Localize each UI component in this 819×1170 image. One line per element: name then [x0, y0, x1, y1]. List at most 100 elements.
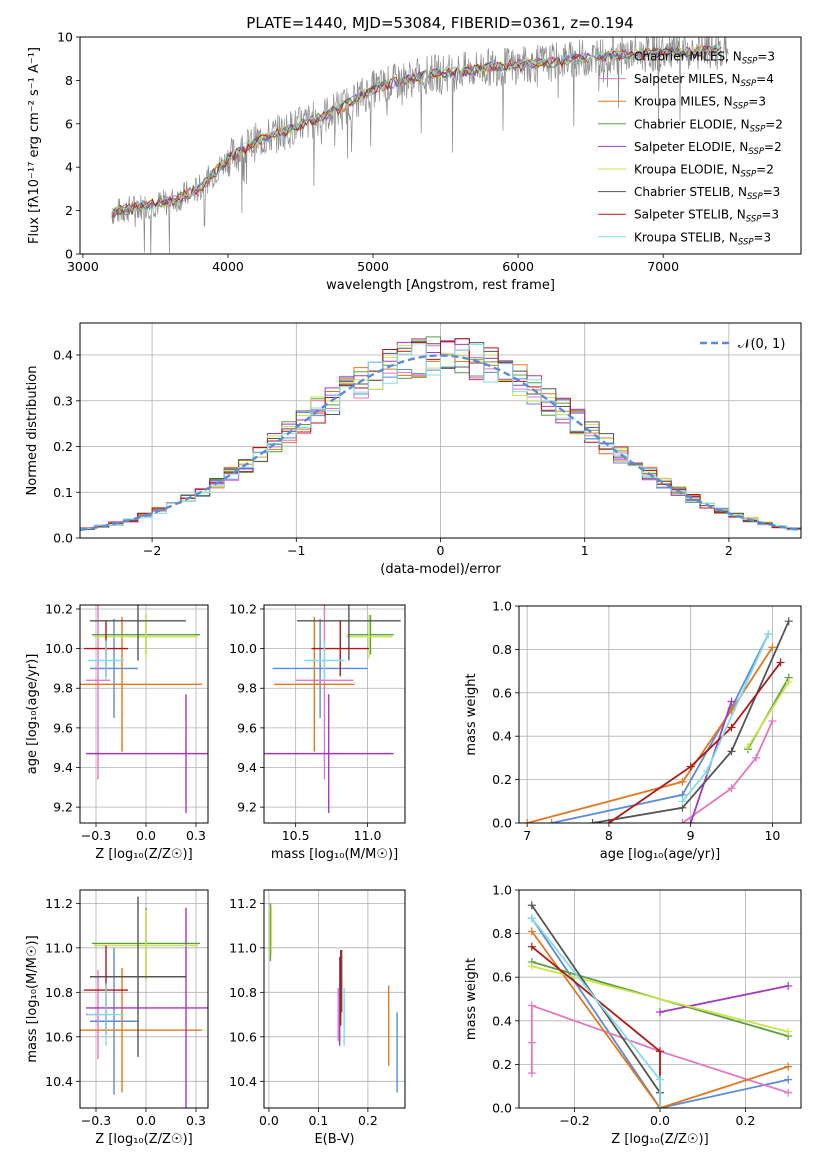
series-salpeter-stelib [604, 658, 785, 823]
x-tick-label: 1 [581, 543, 589, 558]
y-tick-label: 0.2 [53, 439, 73, 454]
x-tick-label: −0.2 [559, 1113, 589, 1128]
y-tick-label: 0.8 [492, 642, 512, 657]
point-marker [784, 677, 793, 686]
y-tick-label: 6 [65, 116, 73, 131]
point-marker [784, 1027, 793, 1036]
point-marker [727, 723, 736, 732]
errorbar-chabrier-miles [272, 618, 368, 718]
x-tick-label: 10.5 [282, 828, 310, 843]
y-tick-label: 10.2 [45, 601, 73, 616]
point-marker [784, 1075, 793, 1084]
x-tick-label: 7 [523, 828, 531, 843]
point-marker [727, 697, 736, 706]
point-marker [784, 1062, 793, 1071]
point-marker [686, 762, 695, 771]
point-marker [727, 747, 736, 756]
legend-label: Chabrier ELODIE, NSSP=2 [634, 117, 783, 134]
y-tick-label: 9.8 [237, 681, 257, 696]
errorbar-salpeter-stelib [311, 620, 370, 677]
series-line [592, 620, 790, 823]
x-axis-label: age [log₁₀(age/yr)] [600, 847, 721, 862]
legend-label: 𝒩(0, 1) [738, 337, 785, 352]
series-kroupa-elodie [527, 962, 793, 1036]
x-tick-label: 0 [437, 543, 445, 558]
x-tick-label: 5000 [357, 259, 389, 274]
point-marker [527, 942, 536, 951]
legend-label: Chabrier STELIB, NSSP=3 [634, 185, 780, 202]
x-tick-label: 0.0 [259, 1113, 279, 1128]
legend-label: Kroupa ELODIE, NSSP=2 [634, 163, 774, 180]
y-tick-label: 10.4 [229, 1074, 257, 1089]
point-marker [768, 643, 777, 652]
errorbar-chabrier-stelib [297, 605, 401, 661]
plot-area [111, 37, 729, 254]
y-tick-label: 1.0 [492, 599, 512, 614]
panel-massweight_vs_Z: −0.2 0.0 0.2 0.0 0.2 0.4 0.6 0.8 1.0 Z [log₁₀(Z/Z… [464, 883, 802, 1147]
plot-area [523, 617, 793, 823]
x-tick-label: 0.0 [136, 828, 156, 843]
point-marker [784, 617, 793, 626]
y-tick-label: 11.0 [229, 940, 257, 955]
point-marker [678, 777, 687, 786]
point-marker [784, 981, 793, 990]
x-tick-label: 4000 [212, 259, 244, 274]
axes-frame [79, 322, 802, 539]
y-tick-label: 11.2 [45, 896, 73, 911]
panel-massweight_vs_age: 7 8 9 10 0.0 0.2 0.4 0.6 0.8 1.0 age [log₁₀(age/yr… [464, 599, 802, 862]
errorbar-salpeter-elodie [86, 907, 208, 1108]
axes-frame [79, 36, 802, 255]
y-tick-label: 10.8 [45, 985, 73, 1000]
plot-area [80, 896, 208, 1108]
x-axis-label: mass [log₁₀(M/M☉)] [271, 847, 398, 862]
x-tick-label: 10 [764, 828, 780, 843]
series-salpeter-miles [678, 717, 777, 823]
series-kroupa-stelib [678, 630, 773, 806]
errorbar-kroupa-miles [80, 967, 202, 1093]
point-marker [678, 819, 687, 823]
point-marker [547, 819, 556, 823]
x-tick-label: 11.0 [354, 828, 382, 843]
x-tick-label: −0.3 [81, 828, 111, 843]
series-line [659, 985, 789, 1013]
legend-label: Chabrier MILES, NSSP=3 [634, 50, 775, 67]
plot-area [269, 903, 398, 1093]
point-marker [527, 962, 536, 971]
point-marker [656, 1075, 664, 1084]
point-marker [527, 1038, 536, 1047]
x-tick-label: 7000 [647, 259, 679, 274]
x-tick-label: 0.0 [650, 1113, 670, 1128]
legend-label: Salpeter ELODIE, NSSP=2 [634, 140, 782, 157]
y-tick-label: 8 [65, 73, 73, 88]
axes-frame [79, 889, 209, 1109]
y-tick-label: 0.0 [492, 816, 512, 831]
legend-label: Salpeter STELIB, NSSP=3 [634, 208, 779, 225]
panel-age_vs_mass: 10.5 11.0 9.2 9.4 9.6 9.8 10.0 10.2 mass [log₁₀(… [229, 601, 406, 862]
point-marker [703, 766, 711, 775]
y-tick-label: 9.2 [53, 800, 73, 815]
legend-label: Salpeter MILES, NSSP=4 [634, 72, 774, 89]
y-tick-label: 0.4 [492, 1013, 512, 1028]
y-axis-label: Flux [fλ10⁻¹⁷ erg cm⁻² s⁻¹ A⁻¹] [27, 47, 42, 244]
axes-frame [263, 604, 406, 824]
x-tick-label: −2 [143, 543, 161, 558]
point-marker [523, 819, 532, 823]
y-tick-label: 10 [57, 30, 73, 45]
x-tick-label: −1 [287, 543, 305, 558]
errorbar-kroupa-stelib [88, 983, 124, 1046]
y-tick-label: 0.4 [53, 348, 73, 363]
panel-mass_vs_ebv: 0.0 0.1 0.2 10.4 10.6 10.8 11.0 11.2 E(B-V) [229, 889, 406, 1147]
point-marker [743, 743, 752, 752]
x-axis-label: Z [log₁₀(Z/Z☉)] [611, 1132, 708, 1147]
y-tick-label: 10.8 [229, 985, 257, 1000]
errorbar-salpeter-elodie [86, 694, 208, 814]
x-axis-label: Z [log₁₀(Z/Z☉)] [95, 847, 192, 862]
axes-frame [518, 605, 802, 824]
y-tick-label: 9.6 [53, 720, 73, 735]
x-tick-label: 0.1 [308, 1113, 328, 1128]
x-tick-label: 0.0 [136, 1113, 156, 1128]
point-marker [527, 1001, 536, 1010]
axes-frame [79, 604, 209, 824]
point-marker [656, 1008, 664, 1017]
